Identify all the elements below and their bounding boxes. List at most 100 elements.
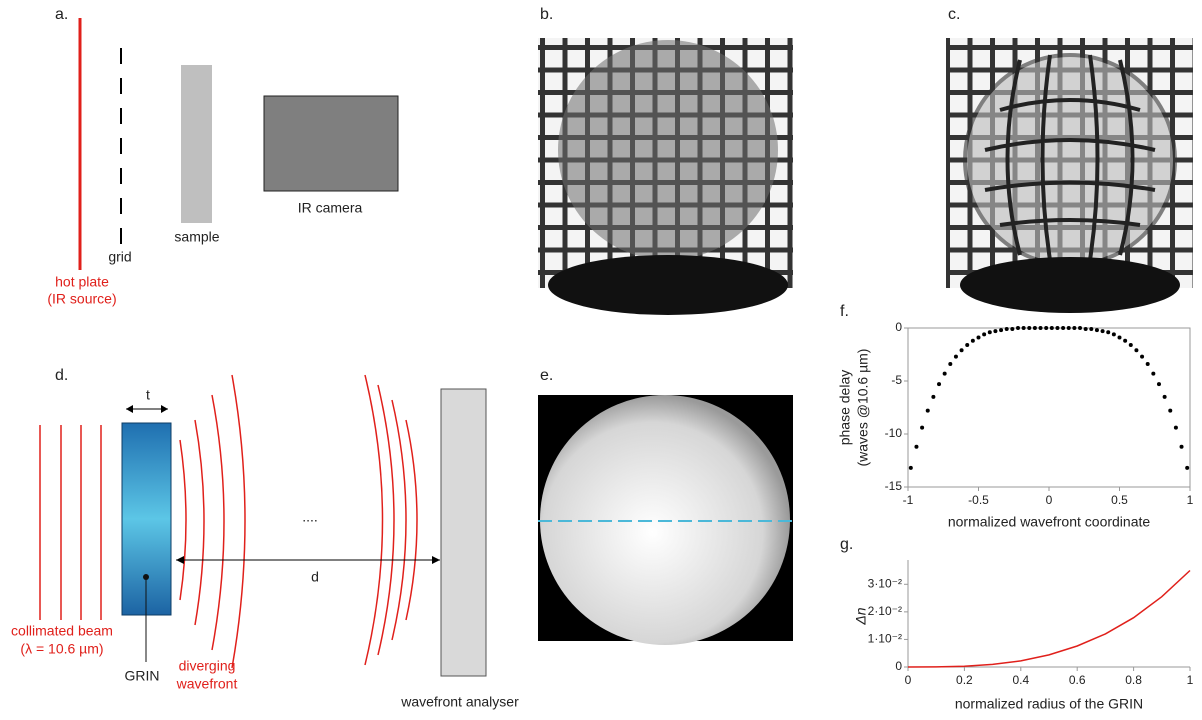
data-point — [943, 372, 947, 376]
x-tick-label: 0.2 — [956, 673, 973, 687]
data-point — [1061, 326, 1065, 330]
data-line — [908, 571, 1190, 668]
label: grid — [108, 249, 131, 265]
data-point — [1180, 445, 1184, 449]
data-point — [977, 336, 981, 340]
x-tick-label: -0.5 — [968, 493, 989, 507]
label: collimated beam — [11, 623, 113, 639]
data-point — [982, 332, 986, 336]
figure: a. grid sample IR camera hot plate (IR s… — [0, 0, 1202, 720]
data-point — [909, 466, 913, 470]
y-tick-label: 1·10⁻² — [868, 632, 902, 646]
label: IR camera — [298, 200, 363, 216]
photo — [538, 395, 793, 645]
label: wavefront — [176, 676, 238, 692]
x-tick-label: 0.6 — [1069, 673, 1086, 687]
x-tick-label: 1 — [1187, 673, 1194, 687]
data-point — [1072, 326, 1076, 330]
data-point — [1027, 326, 1031, 330]
data-point — [1010, 327, 1014, 331]
data-point — [965, 343, 969, 347]
data-point — [920, 426, 924, 430]
data-point — [1134, 348, 1138, 352]
sample-block — [181, 65, 212, 223]
data-point — [1095, 328, 1099, 332]
y-tick-label: 2·10⁻² — [868, 604, 902, 618]
data-point — [1185, 466, 1189, 470]
data-point — [993, 329, 997, 333]
data-point — [926, 409, 930, 413]
panel-label: g. — [840, 536, 853, 553]
panel-label: b. — [540, 6, 553, 23]
panel-label: c. — [948, 6, 960, 23]
data-point — [1101, 329, 1105, 333]
label: t — [146, 387, 150, 403]
y-tick-label: 0 — [895, 320, 902, 334]
data-point — [1157, 382, 1161, 386]
label: (IR source) — [47, 291, 116, 307]
x-axis-label: normalized radius of the GRIN — [955, 696, 1143, 712]
data-point — [1067, 326, 1071, 330]
data-point — [1005, 327, 1009, 331]
y-tick-label: -15 — [885, 479, 903, 493]
panel-label: a. — [55, 6, 68, 23]
data-point — [1033, 326, 1037, 330]
data-point — [1151, 372, 1155, 376]
y-tick-label: 0 — [895, 659, 902, 673]
x-tick-label: -1 — [903, 493, 914, 507]
y-axis-label: phase delay — [837, 370, 853, 446]
data-point — [914, 445, 918, 449]
label: (λ = 10.6 µm) — [20, 641, 103, 657]
data-point — [1044, 326, 1048, 330]
data-point — [1106, 330, 1110, 334]
y-tick-label: 3·10⁻² — [868, 576, 902, 590]
data-point — [988, 330, 992, 334]
panel-label: d. — [55, 367, 68, 384]
label: .... — [302, 509, 318, 525]
data-point — [954, 355, 958, 359]
x-tick-label: 0.8 — [1125, 673, 1142, 687]
data-point — [948, 362, 952, 366]
data-point — [1174, 426, 1178, 430]
data-point — [1168, 409, 1172, 413]
x-tick-label: 0 — [905, 673, 912, 687]
label: hot plate — [55, 274, 109, 290]
data-point — [1084, 327, 1088, 331]
data-point — [1163, 395, 1167, 399]
data-point — [960, 348, 964, 352]
photo — [538, 38, 793, 315]
data-point — [1112, 332, 1116, 336]
x-tick-label: 0.4 — [1012, 673, 1029, 687]
label: diverging — [179, 658, 236, 674]
data-point — [1039, 326, 1043, 330]
data-point — [1140, 355, 1144, 359]
data-point — [1050, 326, 1054, 330]
panel-label: e. — [540, 367, 553, 384]
label: wavefront analyser — [400, 694, 519, 710]
plot-frame — [908, 328, 1190, 487]
y-tick-label: -5 — [891, 373, 902, 387]
camera-block — [264, 96, 398, 191]
label: GRIN — [125, 668, 160, 684]
y-tick-label: -10 — [885, 426, 903, 440]
analyser-block — [441, 389, 486, 676]
panel-label: f. — [840, 303, 849, 320]
data-point — [1078, 326, 1082, 330]
y-axis-label: Δn — [853, 607, 869, 625]
photo — [946, 38, 1193, 313]
data-point — [1022, 326, 1026, 330]
x-tick-label: 0 — [1046, 493, 1053, 507]
data-point — [1146, 362, 1150, 366]
label: d — [311, 569, 319, 585]
data-point — [931, 395, 935, 399]
data-point — [1118, 336, 1122, 340]
data-point — [937, 382, 941, 386]
data-point — [1016, 326, 1020, 330]
y-axis-label: (waves @10.6 µm) — [855, 349, 871, 467]
data-point — [1055, 326, 1059, 330]
x-axis-label: normalized wavefront coordinate — [948, 514, 1151, 530]
data-point — [999, 328, 1003, 332]
data-point — [1129, 343, 1133, 347]
data-point — [1123, 339, 1127, 343]
